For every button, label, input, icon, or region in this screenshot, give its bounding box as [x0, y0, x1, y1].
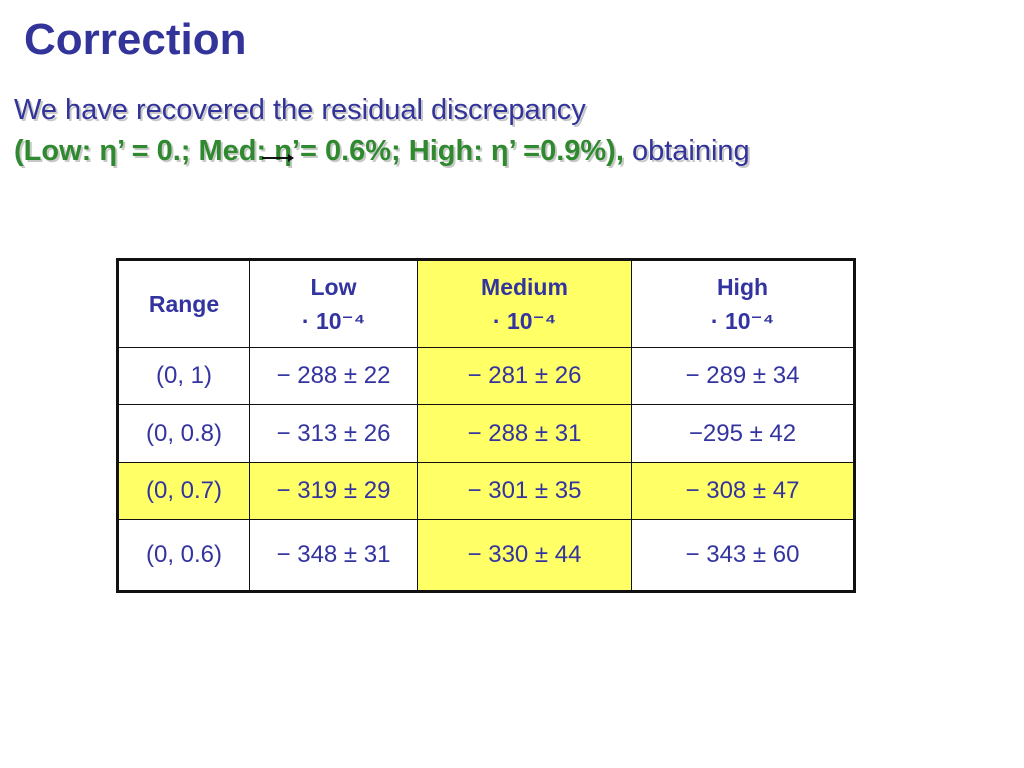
cell-low: − 319 ± 29: [249, 462, 418, 520]
cell-high: − 289 ± 34: [631, 347, 855, 405]
cell-range: (0, 1): [117, 347, 250, 405]
subtitle-eta-values: (Low: η’ = 0.; Med: η’= 0.6%; High: η’ =…: [14, 134, 624, 167]
header-medium: Medium · 10⁻⁴: [417, 259, 632, 348]
cell-medium: − 281 ± 26: [417, 347, 632, 405]
cell-medium: − 301 ± 35: [417, 462, 632, 520]
header-medium-label: Medium: [481, 273, 568, 300]
header-high-unit: · 10⁻⁴: [710, 308, 775, 334]
cell-high: − 343 ± 60: [631, 519, 855, 592]
header-range: Range: [117, 259, 250, 348]
table-row: (0, 1) − 288 ± 22 − 281 ± 26 − 289 ± 34: [117, 347, 855, 405]
subtitle-line-2: (Low: η’ = 0.; Med: η’= 0.6%; High: η’ =…: [14, 131, 750, 172]
header-low: Low · 10⁻⁴: [249, 259, 418, 348]
page-title: Correction: [24, 15, 247, 64]
table-header-row: Range Low · 10⁻⁴ Medium · 10⁻⁴ High · 10…: [117, 259, 855, 348]
cell-range: (0, 0.7): [117, 462, 250, 520]
subtitle: We have recovered the residual discrepan…: [14, 90, 750, 171]
cell-medium: − 288 ± 31: [417, 404, 632, 463]
results-table: Range Low · 10⁻⁴ Medium · 10⁻⁴ High · 10…: [116, 258, 856, 593]
subtitle-obtaining: obtaining: [623, 134, 750, 167]
table-row-highlighted: (0, 0.7) − 319 ± 29 − 301 ± 35 − 308 ± 4…: [117, 462, 855, 520]
cell-high: − 308 ± 47: [631, 462, 855, 520]
header-range-label: Range: [148, 290, 220, 317]
header-medium-unit: · 10⁻⁴: [492, 308, 557, 334]
arrow-icon: [262, 154, 294, 162]
cell-low: − 313 ± 26: [249, 404, 418, 463]
subtitle-line-1: We have recovered the residual discrepan…: [14, 94, 586, 126]
cell-range: (0, 0.8): [117, 404, 250, 463]
cell-low: − 288 ± 22: [249, 347, 418, 405]
header-high: High · 10⁻⁴: [631, 259, 855, 348]
cell-low: − 348 ± 31: [249, 519, 418, 592]
table-row: (0, 0.6) − 348 ± 31 − 330 ± 44 − 343 ± 6…: [117, 519, 855, 592]
cell-high: −295 ± 42: [631, 404, 855, 463]
header-low-label: Low: [310, 273, 357, 300]
header-high-label: High: [716, 273, 769, 300]
header-low-unit: · 10⁻⁴: [301, 308, 366, 334]
cell-range: (0, 0.6): [117, 519, 250, 592]
table-row: (0, 0.8) − 313 ± 26 − 288 ± 31 −295 ± 42: [117, 404, 855, 463]
cell-medium: − 330 ± 44: [417, 519, 632, 592]
